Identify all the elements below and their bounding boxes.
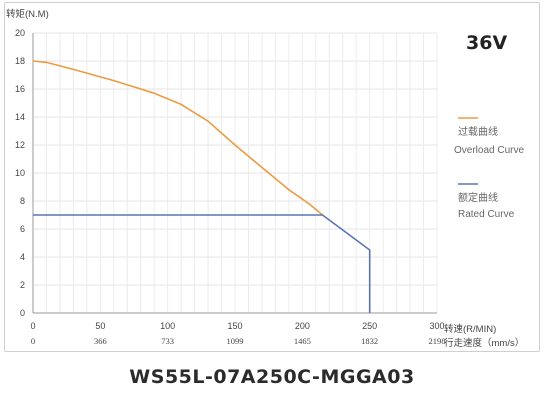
y-tick-label: 2 <box>20 280 25 290</box>
x-tick-label: 0 <box>30 321 35 331</box>
x-tick-label-secondary: 0 <box>31 336 35 346</box>
legend-label-rated: 额定曲线 <box>458 191 498 204</box>
series-overload-line <box>32 60 324 216</box>
x-tick-label: 200 <box>295 321 310 331</box>
y-tick-label: 12 <box>15 140 25 150</box>
x-tick-label-secondary: 1099 <box>227 336 244 346</box>
y-tick-label: 10 <box>15 168 25 178</box>
x-tick-label-secondary: 733 <box>161 336 174 346</box>
legend-label-overload-en: Overload Curve <box>454 145 524 156</box>
x-axis-label-secondary: 行走速度（mm/s） <box>444 337 524 349</box>
voltage-title: 36V <box>466 32 507 54</box>
x-tick-label-secondary: 1832 <box>361 336 378 346</box>
legend-label-overload: 过载曲线 <box>458 125 498 138</box>
legend: 过载曲线 Overload Curve 额定曲线 Rated Curve <box>454 117 524 220</box>
y-tick-label: 6 <box>20 224 25 234</box>
x-tick-label: 150 <box>227 321 242 331</box>
x-tick-label-secondary: 366 <box>94 336 107 346</box>
series-rated-line <box>33 214 371 313</box>
x-axis-label: 转速(R/MIN) <box>444 323 496 335</box>
legend-label-rated-en: Rated Curve <box>458 209 515 220</box>
model-number: WS55L-07A250C-MGGA03 <box>129 366 415 388</box>
y-tick-label: 0 <box>20 308 25 318</box>
y-axis-label: 转矩(N.M) <box>6 8 49 20</box>
chart-panel <box>4 2 540 352</box>
series-lines <box>32 60 371 313</box>
x-tick-label: 100 <box>160 321 175 331</box>
y-tick-label: 16 <box>15 84 25 94</box>
x-tick-label-secondary: 2198 <box>429 336 446 346</box>
x-tick-label: 50 <box>95 321 105 331</box>
y-tick-label: 18 <box>15 56 25 66</box>
y-tick-label: 8 <box>20 196 25 206</box>
y-tick-label: 4 <box>20 252 25 262</box>
x-tick-label: 300 <box>429 321 444 331</box>
x-tick-label-secondary: 1465 <box>294 336 311 346</box>
y-tick-label: 14 <box>15 112 25 122</box>
y-tick-label: 20 <box>15 28 25 38</box>
x-tick-label: 250 <box>362 321 377 331</box>
